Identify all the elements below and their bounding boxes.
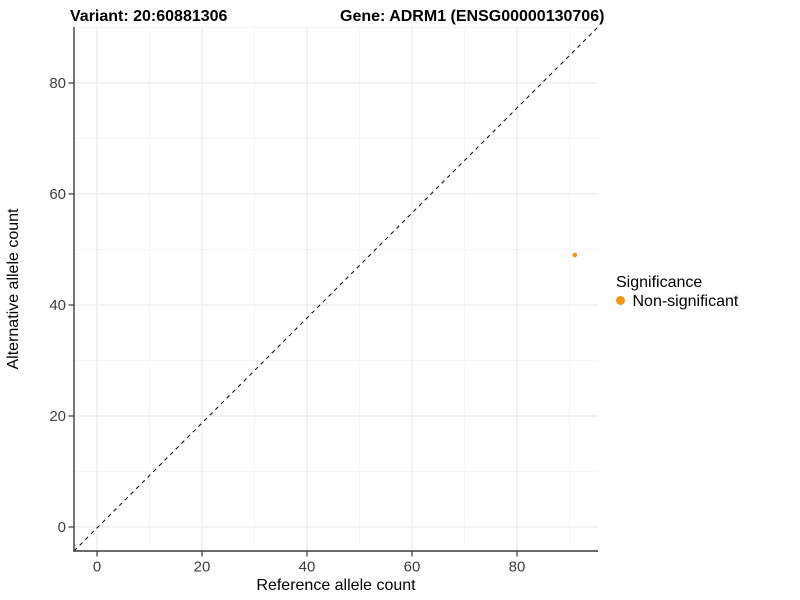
legend-title: Significance bbox=[616, 274, 702, 291]
x-tick-label: 60 bbox=[404, 559, 421, 576]
y-tick-label: 0 bbox=[58, 519, 66, 536]
y-tick-label: 80 bbox=[49, 75, 66, 92]
plot-title-gene: Gene: ADRM1 (ENSG00000130706) bbox=[340, 8, 604, 25]
y-tick-label: 40 bbox=[49, 297, 66, 314]
x-tick-label: 80 bbox=[509, 559, 526, 576]
x-tick-label: 20 bbox=[194, 559, 211, 576]
legend: Significance Non-significant bbox=[616, 274, 739, 310]
y-tick-label: 60 bbox=[49, 186, 66, 203]
x-tick-label: 0 bbox=[93, 559, 101, 576]
plot-panel: 0 20 40 60 80 0 20 40 60 80 bbox=[49, 26, 599, 576]
x-tick-label: 40 bbox=[299, 559, 316, 576]
legend-point-icon bbox=[616, 296, 625, 305]
plot-title-variant: Variant: 20:60881306 bbox=[70, 8, 228, 25]
y-axis-title: Alternative allele count bbox=[5, 208, 22, 370]
legend-item-label: Non-significant bbox=[633, 293, 739, 310]
identity-line bbox=[73, 26, 599, 552]
data-point bbox=[572, 252, 578, 258]
y-tick-label: 20 bbox=[49, 408, 66, 425]
x-axis-title: Reference allele count bbox=[256, 577, 416, 594]
